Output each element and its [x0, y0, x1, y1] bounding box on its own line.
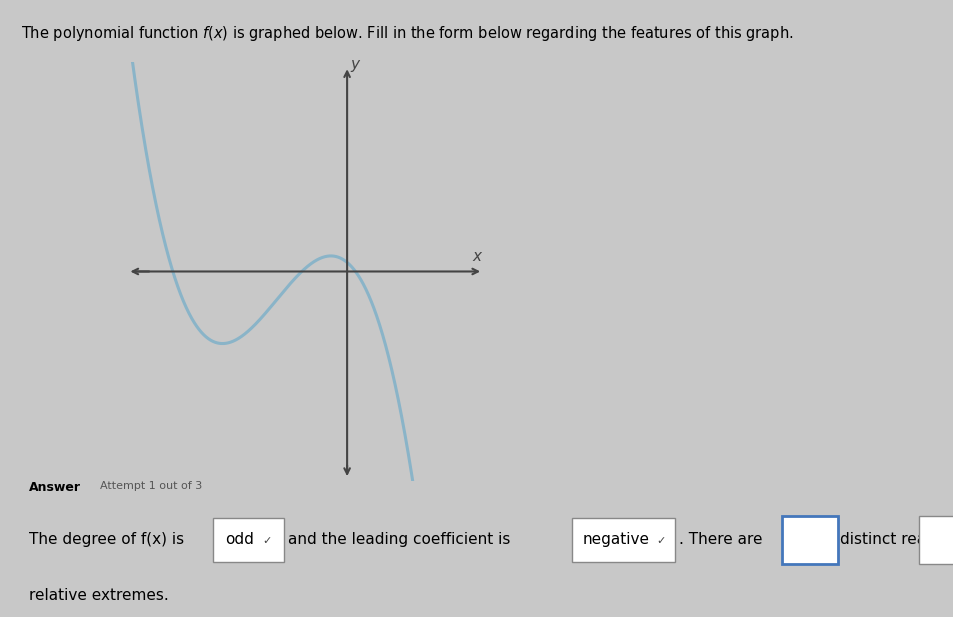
Text: ✓: ✓: [656, 536, 665, 547]
Text: odd: odd: [225, 532, 253, 547]
Text: $y$: $y$: [350, 58, 361, 73]
FancyBboxPatch shape: [781, 516, 837, 564]
Text: and the leading coefficient is: and the leading coefficient is: [288, 532, 510, 547]
Text: relative extremes.: relative extremes.: [29, 588, 168, 603]
Text: negative: negative: [582, 532, 649, 547]
Text: ✓: ✓: [262, 536, 272, 547]
Text: Answer: Answer: [29, 481, 81, 494]
FancyBboxPatch shape: [572, 518, 675, 562]
Text: The polynomial function $f(x)$ is graphed below. Fill in the form below regardin: The polynomial function $f(x)$ is graphe…: [21, 25, 793, 43]
Text: Attempt 1 out of 3: Attempt 1 out of 3: [100, 481, 202, 491]
FancyBboxPatch shape: [918, 516, 953, 564]
Text: The degree of f(x) is: The degree of f(x) is: [29, 532, 184, 547]
FancyBboxPatch shape: [213, 518, 284, 562]
Text: distinct real zeros and: distinct real zeros and: [839, 532, 953, 547]
Text: $x$: $x$: [472, 249, 483, 264]
Text: . There are: . There are: [679, 532, 762, 547]
